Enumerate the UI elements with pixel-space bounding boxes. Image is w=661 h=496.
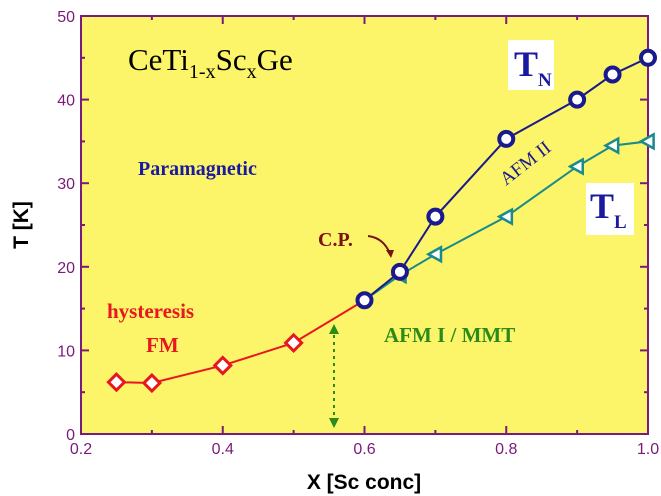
tl-label-box	[586, 183, 634, 235]
y-tick-label: 0	[66, 427, 75, 444]
formula-end: Ge	[257, 42, 293, 77]
y-tick-label: 50	[57, 9, 75, 26]
tn-label-box	[508, 40, 554, 90]
afm1-label: AFM I / MMT	[384, 323, 515, 347]
x-tick-label: 0.6	[353, 441, 375, 458]
y-tick-label: 20	[57, 260, 75, 277]
tl-label-sub: L	[614, 212, 627, 233]
x-tick-label: 0.8	[495, 441, 517, 458]
series-markers	[106, 48, 657, 394]
formula-sub2: x	[247, 61, 257, 83]
x-tick-label: 0.2	[70, 441, 92, 458]
tn-point	[639, 48, 657, 67]
formula-sub1: 1-x	[189, 61, 216, 83]
tn-label-base: T	[514, 44, 538, 84]
x-tick-label: 0.4	[212, 441, 234, 458]
fm-label: FM	[146, 333, 179, 357]
y-tick-label: 30	[57, 176, 75, 193]
hysteresis-label: hysteresis	[107, 299, 194, 323]
tn-point	[497, 129, 516, 148]
tn-point	[426, 207, 445, 226]
tl-point	[496, 207, 514, 226]
cp-label: C.P.	[318, 229, 353, 251]
formula-label: CeTi1-xScxGe	[128, 42, 293, 83]
paramagnetic-label: Paramagnetic	[138, 158, 257, 180]
x-axis-title: X [Sc conc]	[307, 471, 421, 494]
y-axis-title: T [K]	[10, 201, 33, 249]
tl-point	[638, 132, 655, 151]
cp-arrow-head	[386, 250, 394, 258]
tl-point	[567, 157, 584, 176]
tn-point	[355, 291, 374, 310]
tn-point	[568, 90, 587, 109]
x-tick-label: 1.0	[637, 441, 659, 458]
formula-mid: Sc	[216, 42, 247, 77]
tn-label: TN	[514, 44, 552, 91]
tl-label-base: T	[590, 186, 614, 226]
tn-point	[390, 262, 409, 281]
fm-point	[283, 332, 304, 353]
tn-label-sub: N	[538, 70, 552, 91]
fm-point	[141, 372, 162, 394]
plot-area	[80, 15, 649, 435]
y-tick-label: 40	[57, 93, 75, 110]
axis-ticks: 0.2 0.4 0.6 0.8 1.0 0 10 20 30 40 50	[57, 9, 659, 458]
y-tick-label: 10	[57, 343, 75, 360]
tl-point	[602, 136, 620, 155]
tl-label: TL	[590, 186, 627, 233]
dotted-arrow-head-up	[329, 324, 339, 334]
dotted-arrow-head-down	[329, 418, 339, 428]
tl-point	[425, 245, 443, 264]
fm-point	[212, 355, 233, 376]
tn-point	[603, 65, 622, 84]
fm-point	[106, 372, 127, 393]
formula-base: CeTi	[128, 42, 189, 77]
